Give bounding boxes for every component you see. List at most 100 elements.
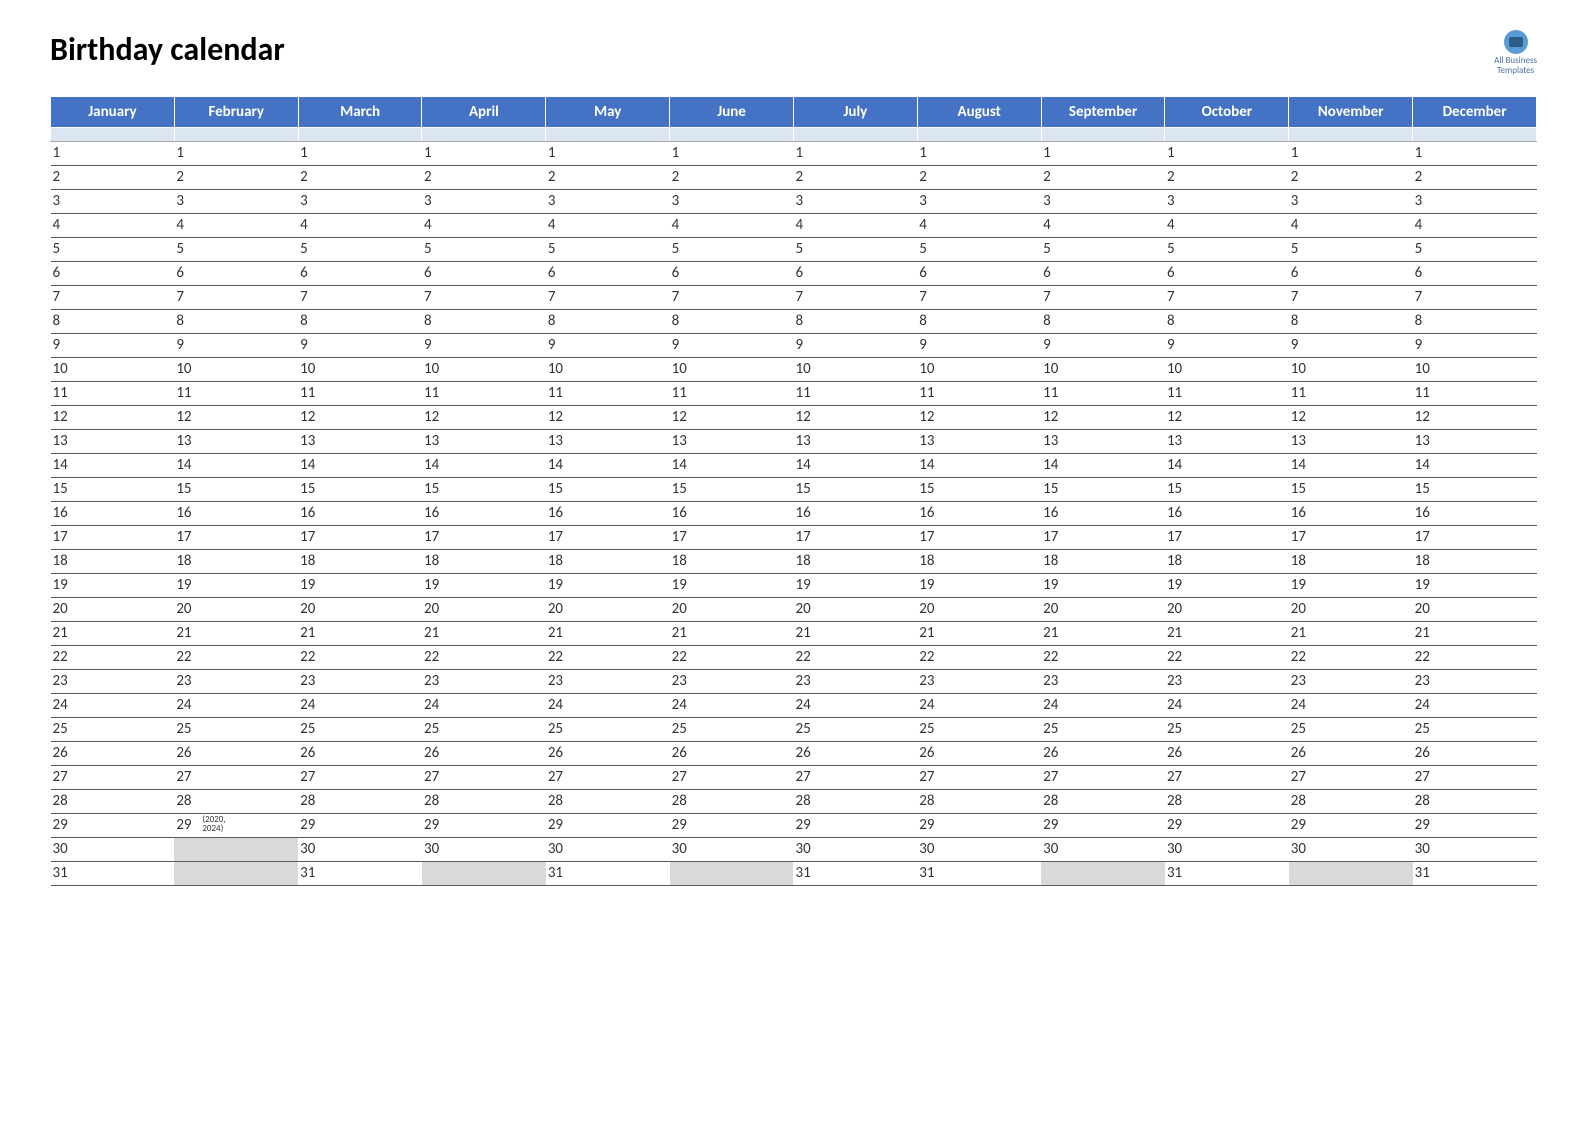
day-cell[interactable]: 15: [1041, 477, 1165, 501]
day-cell[interactable]: 11: [1041, 381, 1165, 405]
day-cell[interactable]: 1: [1413, 141, 1537, 165]
day-cell[interactable]: 21: [546, 621, 670, 645]
day-cell[interactable]: 7: [298, 285, 422, 309]
day-cell[interactable]: 31: [917, 861, 1041, 885]
day-cell[interactable]: 18: [1413, 549, 1537, 573]
day-cell[interactable]: 26: [174, 741, 298, 765]
day-cell[interactable]: 23: [51, 669, 175, 693]
day-cell[interactable]: 24: [917, 693, 1041, 717]
day-cell[interactable]: 7: [51, 285, 175, 309]
day-cell[interactable]: 28: [670, 789, 794, 813]
day-cell[interactable]: 18: [1041, 549, 1165, 573]
day-cell[interactable]: 8: [1165, 309, 1289, 333]
day-cell[interactable]: 3: [1413, 189, 1537, 213]
day-cell[interactable]: 18: [298, 549, 422, 573]
day-cell[interactable]: 1: [174, 141, 298, 165]
day-cell[interactable]: 10: [298, 357, 422, 381]
day-cell[interactable]: 2: [1041, 165, 1165, 189]
day-cell[interactable]: 26: [298, 741, 422, 765]
day-cell[interactable]: 25: [51, 717, 175, 741]
day-cell[interactable]: 6: [1041, 261, 1165, 285]
day-cell[interactable]: 19: [298, 573, 422, 597]
day-cell[interactable]: 21: [174, 621, 298, 645]
day-cell[interactable]: 28: [1041, 789, 1165, 813]
day-cell[interactable]: 19: [174, 573, 298, 597]
day-cell[interactable]: 13: [1041, 429, 1165, 453]
day-cell[interactable]: 31: [298, 861, 422, 885]
day-cell[interactable]: 31: [793, 861, 917, 885]
day-cell[interactable]: 13: [1165, 429, 1289, 453]
day-cell[interactable]: 20: [1289, 597, 1413, 621]
day-cell[interactable]: 8: [1413, 309, 1537, 333]
day-cell[interactable]: 29: [793, 813, 917, 837]
day-cell[interactable]: 19: [1289, 573, 1413, 597]
day-cell[interactable]: 27: [422, 765, 546, 789]
day-cell[interactable]: 21: [917, 621, 1041, 645]
day-cell[interactable]: 14: [51, 453, 175, 477]
day-cell[interactable]: 20: [793, 597, 917, 621]
day-cell[interactable]: 1: [917, 141, 1041, 165]
day-cell[interactable]: 7: [174, 285, 298, 309]
day-cell[interactable]: 18: [546, 549, 670, 573]
day-cell[interactable]: 13: [1413, 429, 1537, 453]
day-cell[interactable]: 5: [1041, 237, 1165, 261]
day-cell[interactable]: 11: [1165, 381, 1289, 405]
day-cell[interactable]: 21: [422, 621, 546, 645]
day-cell[interactable]: 13: [917, 429, 1041, 453]
day-cell[interactable]: 20: [670, 597, 794, 621]
day-cell[interactable]: 16: [298, 501, 422, 525]
day-cell[interactable]: 4: [422, 213, 546, 237]
day-cell[interactable]: 1: [546, 141, 670, 165]
day-cell[interactable]: 18: [670, 549, 794, 573]
day-cell[interactable]: 4: [793, 213, 917, 237]
day-cell[interactable]: 25: [793, 717, 917, 741]
day-cell[interactable]: 2: [670, 165, 794, 189]
day-cell[interactable]: 3: [174, 189, 298, 213]
day-cell[interactable]: 22: [1165, 645, 1289, 669]
day-cell[interactable]: 28: [174, 789, 298, 813]
day-cell[interactable]: 26: [1289, 741, 1413, 765]
day-cell[interactable]: 3: [1041, 189, 1165, 213]
day-cell[interactable]: 14: [1165, 453, 1289, 477]
day-cell[interactable]: 27: [546, 765, 670, 789]
day-cell[interactable]: 26: [917, 741, 1041, 765]
day-cell[interactable]: 2: [422, 165, 546, 189]
day-cell[interactable]: 16: [1041, 501, 1165, 525]
day-cell[interactable]: 10: [174, 357, 298, 381]
day-cell[interactable]: 6: [1289, 261, 1413, 285]
day-cell[interactable]: 1: [1041, 141, 1165, 165]
day-cell[interactable]: 20: [546, 597, 670, 621]
day-cell[interactable]: 28: [793, 789, 917, 813]
day-cell[interactable]: 2: [917, 165, 1041, 189]
day-cell[interactable]: 3: [917, 189, 1041, 213]
day-cell[interactable]: 3: [422, 189, 546, 213]
day-cell[interactable]: 23: [670, 669, 794, 693]
day-cell[interactable]: 4: [1041, 213, 1165, 237]
day-cell[interactable]: 13: [51, 429, 175, 453]
day-cell[interactable]: 4: [298, 213, 422, 237]
day-cell[interactable]: 23: [174, 669, 298, 693]
day-cell[interactable]: 30: [1165, 837, 1289, 861]
day-cell[interactable]: 29: [298, 813, 422, 837]
day-cell[interactable]: 7: [1289, 285, 1413, 309]
day-cell[interactable]: 17: [298, 525, 422, 549]
day-cell[interactable]: 3: [1289, 189, 1413, 213]
day-cell[interactable]: 14: [793, 453, 917, 477]
day-cell[interactable]: 17: [546, 525, 670, 549]
day-cell[interactable]: 25: [298, 717, 422, 741]
day-cell[interactable]: 10: [1041, 357, 1165, 381]
day-cell[interactable]: 17: [917, 525, 1041, 549]
day-cell[interactable]: 5: [422, 237, 546, 261]
day-cell[interactable]: 5: [174, 237, 298, 261]
day-cell[interactable]: 3: [298, 189, 422, 213]
day-cell[interactable]: 31: [1413, 861, 1537, 885]
day-cell[interactable]: 23: [422, 669, 546, 693]
day-cell[interactable]: 17: [670, 525, 794, 549]
day-cell[interactable]: 12: [422, 405, 546, 429]
day-cell[interactable]: 29(2020, 2024): [174, 813, 298, 837]
day-cell[interactable]: 22: [793, 645, 917, 669]
day-cell[interactable]: 30: [793, 837, 917, 861]
day-cell[interactable]: 24: [1289, 693, 1413, 717]
day-cell[interactable]: 21: [793, 621, 917, 645]
day-cell[interactable]: 28: [298, 789, 422, 813]
